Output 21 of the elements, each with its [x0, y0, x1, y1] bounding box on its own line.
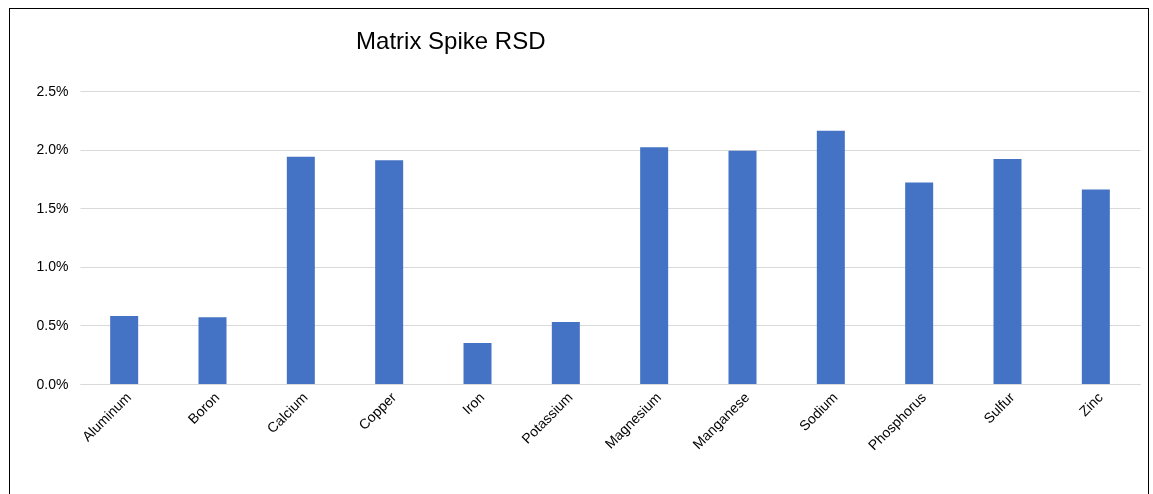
bar [993, 158, 1022, 384]
bar [198, 317, 227, 384]
bar [905, 182, 934, 384]
chart-title: Matrix Spike RSD [356, 27, 546, 54]
bar [375, 160, 404, 384]
bar [816, 130, 845, 384]
y-tick-label: 1.5% [36, 199, 69, 216]
bar [110, 316, 139, 384]
x-tick-label: Iron [459, 389, 488, 418]
bar [286, 156, 315, 384]
x-tick-label: Zinc [1075, 389, 1106, 420]
y-tick-label: 0.0% [36, 375, 69, 392]
y-tick-label: 2.5% [36, 82, 69, 99]
y-tick-label: 2.0% [36, 141, 69, 158]
y-tick-label: 0.5% [36, 316, 69, 333]
y-tick-label: 1.0% [36, 258, 69, 275]
bar [1081, 189, 1110, 384]
bar [728, 150, 757, 384]
bar [640, 147, 669, 384]
bar [551, 321, 580, 384]
bar [463, 342, 492, 384]
